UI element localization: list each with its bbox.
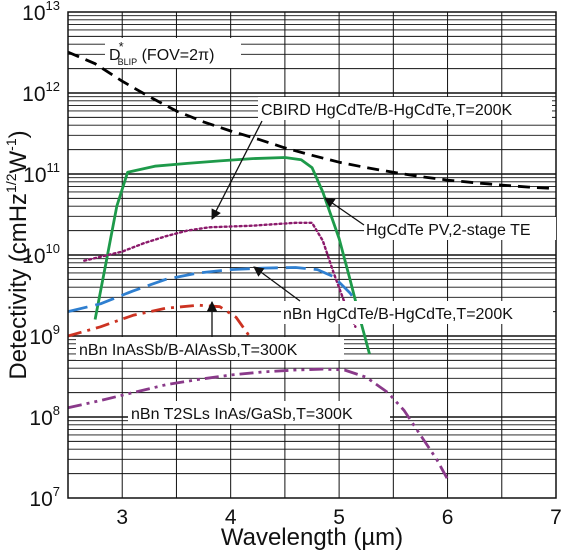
y-tick-label: 108 [29, 403, 60, 430]
y-tick-label: 1012 [22, 79, 60, 106]
x-tick-label: 6 [442, 506, 454, 529]
series-line-cbird [93, 156, 371, 355]
dblip-label-sub: BLIP [118, 57, 138, 67]
x-tick-label: 3 [116, 506, 128, 529]
y-tick-label: 1011 [23, 160, 60, 187]
nbn-inassb-label: nBn InAsSb/B-AlAsSb,T=300K [79, 342, 298, 359]
x-tick-label: 7 [550, 506, 562, 529]
series-layer [67, 50, 557, 480]
y-tick-label: 107 [29, 484, 60, 511]
cbird-label: CBIRD HgCdTe/B-HgCdTe,T=200K [261, 102, 513, 119]
svg-text:D*BLIP (FOV=2π): D* BLIP (FOV=2π) [109, 39, 214, 67]
y-axis-title: Detectivity (cmHz1/2W-1) [3, 130, 32, 379]
x-tick-label: 4 [225, 506, 237, 529]
annotation-nbn-t2sls: nBn T2SLs InAs/GaSb,T=300K [128, 401, 390, 424]
nbn-t2sls-label: nBn T2SLs InAs/GaSb,T=300K [131, 406, 353, 423]
dblip-label-sup: * [119, 39, 124, 54]
y-axis-title-sup2: -1 [3, 138, 19, 151]
y-axis-title-mid: W [5, 150, 32, 173]
y-axis-title-end: ) [5, 130, 32, 138]
annotation-nbn-inassb: nBn InAsSb/B-AlAsSb,T=300K [76, 300, 344, 360]
annotation-dblip: D* BLIP (FOV=2π) [105, 38, 241, 68]
y-tick-label: 1013 [22, 0, 60, 25]
annotation-nbn-hgcdte: nBn HgCdTe/B-HgCdTe,T=200K [253, 266, 553, 324]
series-line-nbn_t2sls [67, 367, 449, 480]
cbird-arrow [211, 120, 263, 220]
y-tick-label: 109 [29, 322, 60, 349]
x-axis-title: Wavelength (µm) [221, 524, 403, 551]
series-line-pv [83, 221, 357, 328]
x-tick-label: 5 [333, 506, 345, 529]
pv-label: HgCdTe PV,2-stage TE [366, 222, 531, 239]
dblip-label-rest: (FOV=2π) [137, 47, 214, 64]
series-line-dblip [67, 50, 557, 190]
nbn-hgcdte-label: nBn HgCdTe/B-HgCdTe,T=200K [283, 306, 513, 323]
plot-frame [67, 11, 557, 499]
nbn-hgcdte-arrow [253, 266, 301, 302]
grid [68, 12, 556, 498]
annotation-pv: HgCdTe PV,2-stage TE [324, 197, 556, 240]
y-axis-title-main: Detectivity (cmHz [5, 193, 32, 380]
y-axis-title-sup1: 1/2 [3, 173, 19, 193]
annotation-cbird: CBIRD HgCdTe/B-HgCdTe,T=200K [211, 97, 552, 220]
y-tick-label: 1010 [22, 241, 60, 268]
dblip-label-main: D [109, 47, 121, 64]
pv-arrow [324, 197, 365, 226]
series-line-nbn_inassb [67, 303, 259, 350]
tick-labels: 3 4 5 6 7 107 108 109 1010 1011 1012 1013 [22, 0, 562, 529]
series-line-nbn_hgcdte [67, 266, 362, 313]
